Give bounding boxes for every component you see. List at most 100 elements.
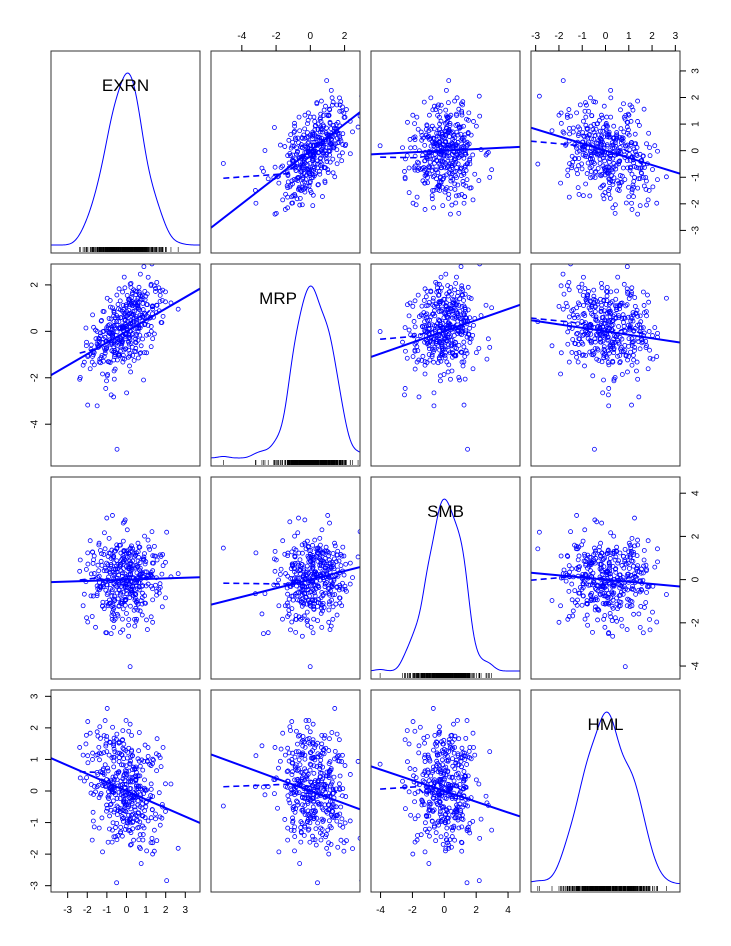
data-point [159, 571, 165, 577]
data-point [128, 369, 134, 375]
data-point [298, 600, 304, 606]
data-point [300, 596, 306, 602]
data-point [310, 553, 315, 558]
data-point [301, 566, 307, 572]
data-point [647, 153, 653, 159]
data-point [430, 341, 435, 347]
data-point [404, 153, 410, 159]
data-point [324, 152, 329, 157]
data-point [626, 184, 631, 190]
data-point [123, 303, 129, 309]
data-point [432, 313, 438, 319]
data-point [403, 348, 408, 354]
data-point [317, 169, 322, 174]
data-point [605, 134, 610, 139]
data-point [300, 136, 305, 141]
data-point [430, 298, 436, 304]
data-point [604, 129, 610, 135]
data-point [131, 563, 137, 569]
data-point [631, 587, 636, 592]
data-point [583, 559, 589, 564]
data-point [101, 552, 107, 557]
data-point [650, 184, 656, 190]
data-point [427, 317, 433, 323]
data-point [569, 165, 575, 171]
data-point [622, 664, 628, 670]
data-point [586, 289, 591, 294]
data-point [116, 286, 122, 292]
data-point [615, 274, 621, 280]
data-point [461, 402, 467, 408]
data-point [595, 582, 600, 588]
data-point [590, 156, 595, 162]
regression-line [51, 287, 200, 376]
data-point [467, 325, 472, 331]
data-point [339, 603, 345, 609]
data-point [624, 554, 630, 560]
data-point [598, 339, 604, 345]
data-point [294, 149, 300, 155]
data-point [556, 112, 562, 118]
data-point [319, 624, 325, 630]
data-point [310, 203, 316, 209]
data-point [317, 565, 323, 571]
data-point [577, 302, 582, 308]
data-point [316, 149, 322, 155]
data-point [303, 572, 309, 578]
data-point [452, 169, 458, 174]
data-point [377, 143, 383, 149]
data-point [304, 563, 310, 569]
data-point [611, 350, 617, 356]
data-point [135, 558, 141, 564]
panel-exrn-vs-mrp [211, 78, 360, 229]
data-point [583, 114, 589, 120]
data-point [569, 153, 575, 159]
data-point [81, 359, 87, 365]
data-point [342, 586, 348, 592]
data-point [580, 332, 586, 338]
data-point [430, 174, 436, 180]
data-point [111, 394, 117, 400]
data-point [560, 129, 566, 135]
data-point [460, 287, 466, 293]
data-point [334, 102, 340, 108]
data-point [121, 554, 127, 560]
data-point [438, 165, 444, 171]
data-point [439, 285, 445, 291]
data-point [314, 100, 320, 106]
data-point [289, 561, 295, 567]
data-point [357, 113, 360, 119]
data-point [459, 283, 465, 289]
data-point [118, 563, 123, 569]
data-point [137, 763, 143, 769]
data-point [435, 133, 441, 139]
data-point [160, 313, 166, 319]
data-point [575, 330, 580, 336]
data-point [588, 95, 593, 101]
data-point [583, 152, 589, 157]
data-point [320, 122, 326, 128]
data-point [88, 571, 94, 577]
data-point [459, 153, 465, 158]
data-point [630, 353, 636, 358]
data-point [567, 131, 572, 137]
data-point [582, 147, 588, 152]
smoother-line [531, 573, 644, 585]
data-point [612, 375, 618, 380]
data-point [626, 540, 632, 546]
data-point [432, 173, 437, 179]
data-point [489, 305, 495, 311]
data-point [142, 297, 148, 303]
data-point [288, 132, 294, 138]
data-point [566, 287, 572, 293]
data-point [438, 118, 444, 124]
panel-frame [50, 476, 201, 680]
data-point [133, 345, 139, 351]
data-point [342, 114, 348, 120]
data-point [566, 126, 572, 131]
data-point [615, 148, 621, 154]
data-point [443, 87, 449, 93]
data-point [427, 357, 433, 363]
data-point [326, 149, 332, 154]
data-point [443, 131, 449, 137]
